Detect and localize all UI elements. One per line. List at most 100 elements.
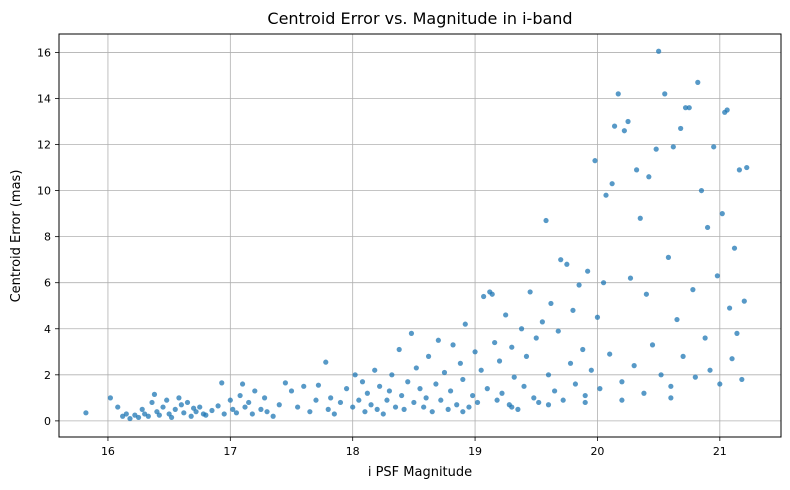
- data-point: [594, 314, 601, 320]
- data-point: [731, 245, 738, 251]
- data-point: [472, 349, 478, 355]
- data-point: [600, 280, 607, 286]
- data-point: [215, 403, 221, 409]
- data-point: [237, 392, 243, 399]
- data-point: [466, 404, 472, 410]
- data-point: [445, 406, 451, 412]
- data-point: [219, 380, 225, 386]
- data-point: [389, 372, 395, 378]
- data-point: [665, 254, 672, 260]
- data-point: [531, 395, 537, 401]
- data-point: [585, 268, 591, 274]
- data-point: [499, 390, 505, 396]
- data-point: [564, 261, 570, 267]
- data-point: [646, 174, 652, 180]
- data-point: [295, 404, 301, 410]
- data-point: [447, 388, 454, 394]
- data-point: [503, 312, 509, 318]
- y-tick-label: 0: [44, 415, 51, 428]
- data-point: [631, 363, 637, 369]
- data-points: [83, 48, 750, 422]
- data-point: [470, 392, 476, 399]
- data-point: [527, 289, 533, 295]
- data-point: [313, 397, 319, 403]
- data-point: [337, 399, 344, 406]
- data-point: [481, 293, 487, 300]
- data-point: [521, 383, 527, 389]
- data-point: [401, 406, 407, 412]
- data-point: [489, 291, 495, 297]
- data-point: [156, 412, 162, 418]
- data-point: [145, 413, 151, 419]
- data-point: [435, 337, 441, 343]
- data-point: [494, 397, 500, 403]
- data-point: [433, 381, 439, 387]
- data-point: [744, 164, 750, 171]
- data-point: [425, 353, 432, 359]
- data-point: [572, 381, 579, 387]
- data-point: [178, 402, 184, 408]
- data-point: [567, 360, 574, 366]
- data-point: [261, 395, 268, 401]
- x-tick-label: 19: [468, 445, 482, 458]
- data-point: [392, 404, 399, 410]
- data-point: [511, 374, 517, 380]
- data-point: [83, 410, 89, 416]
- plot-background: [59, 34, 781, 437]
- data-point: [239, 381, 246, 387]
- x-tick-label: 16: [101, 445, 115, 458]
- data-point: [509, 344, 515, 350]
- data-point: [545, 372, 552, 378]
- data-point: [680, 353, 686, 359]
- data-point: [484, 386, 490, 392]
- data-point: [545, 402, 552, 408]
- data-point: [643, 291, 649, 297]
- data-point: [627, 275, 634, 281]
- data-point: [658, 372, 664, 378]
- data-point: [438, 397, 444, 403]
- data-point: [172, 406, 178, 412]
- data-point: [315, 382, 322, 388]
- data-point: [115, 404, 121, 410]
- data-point: [246, 399, 252, 406]
- data-point: [323, 359, 329, 365]
- y-axis-label: Centroid Error (mas): [9, 170, 24, 303]
- data-point: [674, 316, 680, 323]
- data-point: [307, 409, 313, 415]
- data-point: [282, 380, 288, 386]
- data-point: [711, 144, 717, 150]
- data-point: [580, 346, 586, 353]
- data-point: [203, 412, 209, 418]
- data-point: [249, 411, 255, 417]
- data-point: [135, 414, 142, 421]
- data-point: [707, 367, 713, 373]
- data-point: [555, 328, 561, 334]
- data-point: [417, 386, 423, 392]
- data-point: [678, 125, 684, 132]
- data-point: [637, 215, 643, 221]
- data-point: [695, 79, 701, 85]
- data-point: [386, 388, 393, 394]
- data-point: [615, 91, 621, 97]
- data-point: [656, 48, 662, 54]
- data-point: [151, 391, 158, 397]
- data-point: [331, 411, 337, 417]
- data-point: [736, 167, 742, 173]
- data-point: [474, 399, 481, 406]
- data-point: [492, 339, 498, 346]
- data-point: [276, 402, 282, 408]
- data-point: [597, 386, 603, 392]
- y-tick-label: 12: [37, 139, 51, 152]
- data-point: [496, 358, 503, 364]
- data-point: [611, 123, 618, 129]
- data-point: [343, 386, 350, 392]
- data-point: [727, 305, 733, 311]
- data-point: [668, 395, 674, 401]
- data-point: [582, 399, 588, 406]
- data-point: [729, 356, 735, 362]
- data-point: [350, 404, 356, 410]
- x-tick-label: 17: [223, 445, 237, 458]
- data-point: [460, 376, 466, 383]
- data-point: [670, 144, 676, 150]
- data-point: [384, 397, 390, 403]
